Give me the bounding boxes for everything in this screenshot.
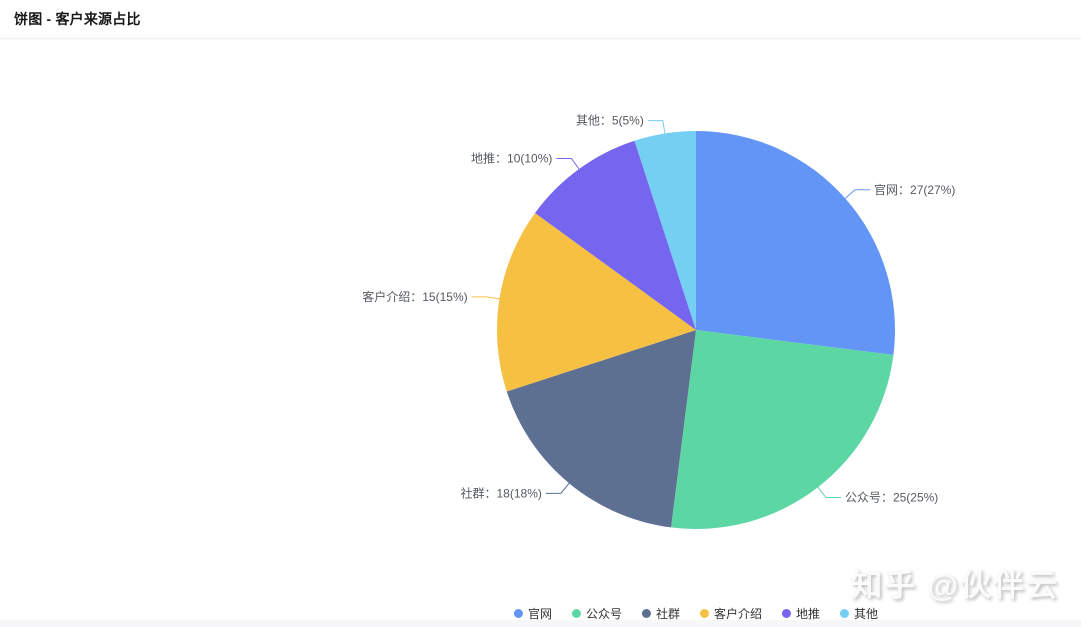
- pie-label-4: 地推：10(10%): [471, 151, 552, 165]
- legend-dot-icon: [513, 609, 523, 618]
- legend-dot-icon: [782, 609, 792, 618]
- pie-slice-5[interactable]: [634, 131, 696, 330]
- legend-item-label: 公众号: [585, 607, 622, 621]
- legend-dot-icon: [840, 609, 850, 618]
- legend-dot-icon: [700, 609, 709, 618]
- legend-item-2[interactable]: 社群: [641, 605, 680, 622]
- legend-item-3[interactable]: 客户介绍: [700, 605, 762, 622]
- pie-label-line-4: [556, 157, 580, 170]
- legend-dot-icon: [571, 609, 581, 618]
- pie-label-2: 社群：18(18%): [461, 485, 542, 500]
- pie-label-line-0: [844, 189, 871, 199]
- legend-item-label: 其他: [854, 607, 879, 621]
- footer-strip: [0, 620, 1081, 627]
- watermark: 知乎 @伙伴云: [851, 568, 1059, 603]
- legend-item-label: 社群: [655, 607, 680, 621]
- legend-item-4[interactable]: 地推: [782, 605, 820, 622]
- chart-header: 饼图 - 客户来源占比: [0, 0, 1081, 39]
- legend-item-5[interactable]: 其他: [840, 605, 878, 622]
- legend-item-label: 地推: [796, 607, 821, 621]
- chart-legend: 官网 公众号 社群 客户介绍 地推 其他: [513, 605, 878, 622]
- legend-item-0[interactable]: 官网: [513, 605, 552, 622]
- pie-label-0: 官网：27(27%): [874, 182, 955, 197]
- legend-dot-icon: [641, 609, 651, 618]
- legend-item-label: 客户介绍: [714, 607, 763, 621]
- pie-label-line-3: [471, 296, 500, 300]
- pie-label-3: 客户介绍：15(15%): [362, 289, 467, 304]
- pie-label-line-1: [817, 486, 841, 499]
- pie-label-line-2: [545, 483, 570, 494]
- pie-slice-2[interactable]: [506, 330, 696, 528]
- pie-slice-3[interactable]: [497, 213, 696, 392]
- page-title: 饼图 - 客户来源占比: [14, 11, 141, 27]
- pie-label-1: 公众号：25(25%): [845, 491, 938, 505]
- legend-item-1[interactable]: 公众号: [571, 605, 622, 622]
- pie-slice-1[interactable]: [671, 330, 894, 529]
- legend-item-label: 官网: [527, 607, 552, 621]
- pie-label-line-5: [647, 120, 666, 134]
- pie-slice-0[interactable]: [696, 131, 895, 355]
- pie-slice-4[interactable]: [535, 140, 696, 330]
- pie-label-5: 其他：5(5%): [576, 114, 644, 128]
